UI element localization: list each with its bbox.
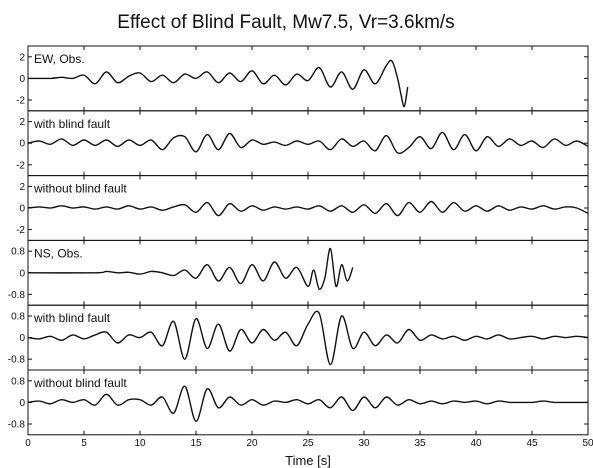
series-line xyxy=(27,200,589,217)
x-tick-label: 35 xyxy=(414,438,426,449)
y-tick-label: 2 xyxy=(19,182,25,193)
series-line xyxy=(27,310,589,366)
y-tick-label: -0.8 xyxy=(8,290,26,301)
panel-label: without blind fault xyxy=(33,182,127,196)
x-tick-label: 45 xyxy=(526,438,538,449)
y-tick-label: -0.8 xyxy=(8,355,26,366)
panel-frame xyxy=(27,45,589,112)
x-tick-label: 10 xyxy=(134,438,146,449)
y-tick-label: 0 xyxy=(19,139,25,150)
x-tick-label: 15 xyxy=(190,438,202,449)
series-line xyxy=(27,59,409,108)
y-tick-label: 0 xyxy=(19,398,25,409)
y-tick-label: 0 xyxy=(19,74,25,85)
y-tick-label: -2 xyxy=(16,225,25,236)
panel-label: with blind fault xyxy=(33,117,111,131)
x-tick-label: 50 xyxy=(582,438,593,449)
series-line xyxy=(27,247,354,290)
y-tick-label: -2 xyxy=(16,160,25,171)
y-tick-label: -2 xyxy=(16,96,25,107)
x-tick-label: 30 xyxy=(358,438,370,449)
y-tick-label: 2 xyxy=(19,117,25,128)
y-tick-label: 0.8 xyxy=(11,312,25,323)
y-tick-label: 0 xyxy=(19,204,25,215)
x-tick-label: 25 xyxy=(302,438,314,449)
panel-2: 2 0 -2 with blind fault xyxy=(16,110,589,177)
panel-frame xyxy=(27,239,589,306)
x-tick-label: 0 xyxy=(25,438,31,449)
panel-label: with blind fault xyxy=(33,311,111,325)
x-axis: 0 5 10 15 20 25 30 35 40 45 50 xyxy=(25,438,593,449)
panel-1: 2 0 -2 EW, Obs. xyxy=(16,45,589,112)
series-line xyxy=(27,385,588,423)
panel-label: EW, Obs. xyxy=(34,52,85,66)
panel-label: NS, Obs. xyxy=(34,246,83,260)
panel-5: 0.8 0 -0.8 with blind fault xyxy=(8,304,589,371)
x-tick-label: 20 xyxy=(246,438,258,449)
panel-3: 2 0 -2 without blind fault xyxy=(16,175,589,241)
panels: 2 0 -2 EW, Obs. 2 0 -2 with blind fault 2 0 -2 with… xyxy=(8,45,589,436)
y-tick-label: 0 xyxy=(19,268,25,279)
y-tick-label: 0.8 xyxy=(11,376,25,387)
y-tick-label: 0 xyxy=(19,333,25,344)
x-tick-label: 40 xyxy=(470,438,482,449)
y-tick-label: 2 xyxy=(19,52,25,63)
chart-title: Effect of Blind Fault, Mw7.5, Vr=3.6km/s xyxy=(117,12,454,33)
panel-6: 0.8 0 -0.8 without blind fault xyxy=(8,369,589,436)
y-tick-label: 0.8 xyxy=(11,247,25,258)
x-tick-label: 5 xyxy=(81,438,87,449)
series-line xyxy=(27,131,589,155)
panel-4: 0.8 0 -0.8 NS, Obs. xyxy=(8,239,589,306)
panel-label: without blind fault xyxy=(33,376,127,390)
y-tick-label: -0.8 xyxy=(8,420,26,431)
x-axis-label: Time [s] xyxy=(285,453,331,468)
